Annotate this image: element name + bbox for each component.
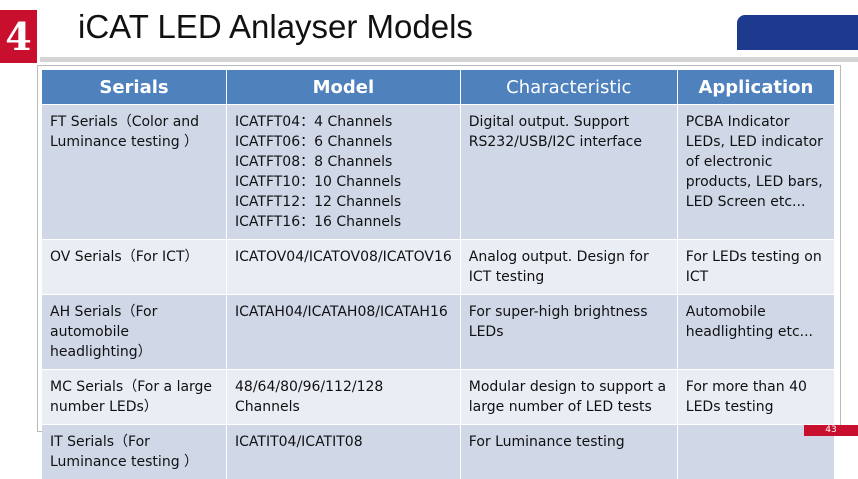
header-characteristic: Characteristic (460, 70, 677, 105)
table-cell: AH Serials（For automobile headlighting） (42, 295, 227, 370)
table-cell: ICATIT04/ICATIT08 (227, 425, 461, 479)
table-cell: Digital output. Support RS232/USB/I2C in… (460, 105, 677, 240)
table-row: AH Serials（For automobile headlighting）I… (42, 295, 835, 370)
slide-number: 4 (0, 10, 37, 63)
table-cell: For more than 40 LEDs testing (677, 370, 834, 425)
slide-title: iCAT LED Anlayser Models (78, 8, 473, 46)
table-cell: MC Serials（For a large number LEDs） (42, 370, 227, 425)
header-application: Application (677, 70, 834, 105)
header-serials: Serials (42, 70, 227, 105)
table-cell: For super-high brightness LEDs (460, 295, 677, 370)
divider (40, 57, 858, 62)
table-cell: ICATAH04/ICATAH08/ICATAH16 (227, 295, 461, 370)
table-cell: For Luminance testing (460, 425, 677, 479)
table-cell: ICATOV04/ICATOV08/ICATOV16 (227, 240, 461, 295)
table-row: OV Serials（For ICT）ICATOV04/ICATOV08/ICA… (42, 240, 835, 295)
table-row: IT Serials（For Luminance testing ）ICATIT… (42, 425, 835, 479)
table-cell: Automobile headlighting etc... (677, 295, 834, 370)
table-row: MC Serials（For a large number LEDs）48/64… (42, 370, 835, 425)
table-cell: OV Serials（For ICT） (42, 240, 227, 295)
table-cell: For LEDs testing on ICT (677, 240, 834, 295)
table-cell: 48/64/80/96/112/128 Channels (227, 370, 461, 425)
table-cell: ICATFT04：4 Channels ICATFT06：6 Channels … (227, 105, 461, 240)
header-model: Model (227, 70, 461, 105)
table-cell: IT Serials（For Luminance testing ） (42, 425, 227, 479)
table-cell: FT Serials（Color and Luminance testing ） (42, 105, 227, 240)
models-table: Serials Model Characteristic Application… (42, 70, 835, 479)
table-cell: Modular design to support a large number… (460, 370, 677, 425)
table-cell: PCBA Indicator LEDs, LED indicator of el… (677, 105, 834, 240)
table-cell: Analog output. Design for ICT testing (460, 240, 677, 295)
header-badge (737, 15, 858, 50)
table-row: FT Serials（Color and Luminance testing ）… (42, 105, 835, 240)
page-number: 43 (804, 425, 858, 436)
